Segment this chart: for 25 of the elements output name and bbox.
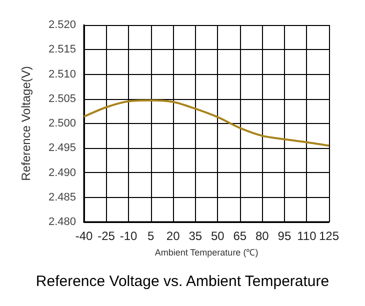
y-tick-label: 2.485	[48, 191, 76, 204]
y-tick-label: 2.480	[48, 216, 76, 228]
y-tick-label: 2.520	[48, 19, 76, 31]
x-tick-label: 95	[278, 229, 292, 243]
y-tick-label: 2.490	[48, 166, 76, 179]
y-tick-label: 2.500	[48, 118, 76, 130]
line-series	[83, 99, 330, 147]
y-tick-label: 2.510	[48, 68, 76, 80]
x-tick-label: 50	[210, 229, 225, 243]
x-tick-label: 20	[166, 229, 180, 243]
x-tick-label: 125	[318, 229, 340, 243]
x-tick-label: 35	[188, 229, 202, 243]
x-tick-label: -25	[98, 229, 116, 243]
x-tick-label: 5	[147, 229, 154, 243]
x-tick-label: 80	[256, 229, 270, 243]
x-tick-label: 65	[233, 229, 247, 243]
x-axis-title: Ambient Temperature (℃)	[154, 248, 258, 258]
y-tick-label: 2.495	[48, 142, 76, 154]
y-tick-label: 2.505	[48, 92, 76, 105]
y-axis-title: Reference Voltage(V)	[19, 66, 33, 181]
x-tick-label: -40	[75, 229, 93, 243]
y-tick-label: 2.515	[48, 44, 76, 56]
x-tick-label: -10	[120, 229, 138, 243]
text: Reference Voltage vs. Ambient Temperature	[36, 273, 330, 290]
x-tick-label: 110	[297, 229, 317, 243]
